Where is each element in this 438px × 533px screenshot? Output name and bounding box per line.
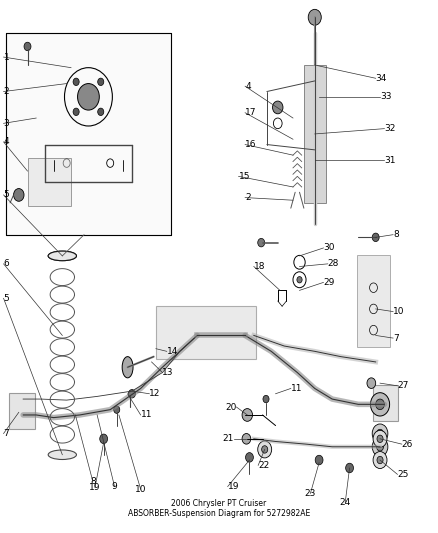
Text: 31: 31 (385, 156, 396, 165)
Circle shape (371, 393, 390, 416)
Text: 4: 4 (4, 138, 9, 147)
Circle shape (98, 78, 104, 85)
Text: 15: 15 (239, 172, 250, 181)
Text: 27: 27 (397, 381, 409, 390)
Text: 26: 26 (402, 440, 413, 449)
Circle shape (372, 424, 388, 443)
FancyBboxPatch shape (9, 393, 35, 429)
Text: 21: 21 (223, 434, 234, 443)
Circle shape (24, 42, 31, 51)
Circle shape (377, 435, 383, 442)
Text: 33: 33 (380, 92, 392, 101)
Text: 13: 13 (162, 368, 174, 377)
Text: 2: 2 (245, 193, 251, 202)
Circle shape (377, 429, 384, 438)
Text: 11: 11 (141, 410, 152, 419)
Circle shape (242, 409, 253, 421)
FancyBboxPatch shape (28, 158, 71, 206)
Text: 20: 20 (225, 402, 237, 411)
Text: 10: 10 (135, 484, 146, 494)
Text: 16: 16 (245, 140, 257, 149)
Circle shape (98, 108, 104, 116)
Text: 7: 7 (4, 429, 9, 438)
FancyBboxPatch shape (156, 306, 256, 359)
Ellipse shape (48, 450, 77, 459)
Circle shape (297, 277, 302, 283)
Circle shape (373, 451, 387, 469)
Ellipse shape (122, 357, 133, 378)
Circle shape (258, 238, 265, 247)
Text: 17: 17 (245, 108, 257, 117)
Text: 11: 11 (291, 384, 302, 393)
Circle shape (376, 399, 385, 410)
Circle shape (372, 233, 379, 241)
Circle shape (261, 446, 268, 453)
Text: 3: 3 (4, 119, 9, 128)
Text: 19: 19 (89, 483, 101, 492)
Text: 8: 8 (393, 230, 399, 239)
Circle shape (367, 378, 376, 389)
Text: 29: 29 (323, 278, 335, 287)
Circle shape (73, 108, 79, 116)
Text: 22: 22 (258, 461, 269, 470)
Text: 9: 9 (112, 482, 117, 491)
Circle shape (346, 463, 353, 473)
Text: 10: 10 (393, 307, 405, 316)
Text: 7: 7 (393, 334, 399, 343)
Ellipse shape (48, 251, 77, 261)
Text: 6: 6 (4, 260, 9, 268)
Circle shape (315, 455, 323, 465)
Circle shape (73, 78, 79, 85)
Circle shape (377, 456, 383, 464)
Circle shape (258, 441, 272, 458)
Circle shape (246, 453, 253, 462)
Text: 8: 8 (90, 477, 95, 486)
Text: 14: 14 (167, 347, 178, 356)
Text: 2: 2 (4, 87, 9, 96)
Circle shape (78, 84, 99, 110)
Text: 12: 12 (149, 389, 161, 398)
Circle shape (14, 189, 24, 201)
Text: 32: 32 (385, 124, 396, 133)
Circle shape (242, 433, 251, 444)
Text: 2006 Chrysler PT Cruiser
ABSORBER-Suspension Diagram for 5272982AE: 2006 Chrysler PT Cruiser ABSORBER-Suspen… (128, 499, 310, 519)
Text: 28: 28 (328, 260, 339, 268)
Text: 1: 1 (4, 53, 9, 62)
FancyBboxPatch shape (304, 65, 325, 203)
Circle shape (263, 395, 269, 403)
Circle shape (100, 434, 108, 443)
Text: 4: 4 (245, 82, 251, 91)
Circle shape (114, 406, 120, 414)
Text: 25: 25 (397, 470, 409, 479)
Text: 5: 5 (4, 190, 9, 199)
Text: 5: 5 (4, 294, 9, 303)
Circle shape (373, 430, 387, 447)
Circle shape (377, 442, 384, 451)
Circle shape (272, 101, 283, 114)
Text: 18: 18 (254, 262, 265, 271)
Text: 24: 24 (339, 498, 351, 507)
Circle shape (128, 390, 135, 398)
Text: 23: 23 (305, 489, 316, 498)
Circle shape (308, 10, 321, 25)
FancyBboxPatch shape (6, 33, 171, 235)
Text: 19: 19 (228, 482, 239, 491)
Text: 34: 34 (376, 74, 387, 83)
Text: 30: 30 (323, 244, 335, 253)
FancyBboxPatch shape (373, 385, 398, 421)
Circle shape (372, 437, 388, 456)
FancyBboxPatch shape (357, 255, 390, 347)
